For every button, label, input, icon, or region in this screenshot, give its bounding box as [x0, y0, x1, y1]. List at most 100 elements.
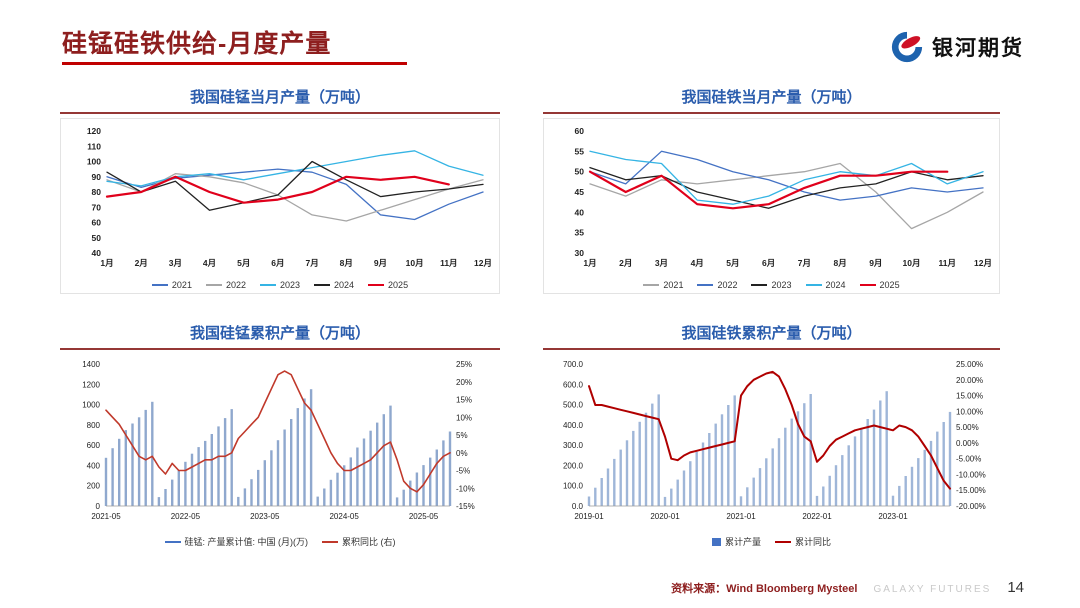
cumulative-bar	[290, 419, 293, 506]
svg-text:800: 800	[87, 421, 101, 430]
cumulative-bar	[790, 418, 793, 506]
cumulative-bar	[910, 466, 914, 506]
simn-monthly-chart: 120 110 100 90 80 70 60 50 40 1月 2月 3月 4月 5月 6月 7月 8月 9月 1…	[60, 118, 500, 294]
chart-legend: 2021 2022 2023 2024 2025	[544, 280, 999, 293]
svg-text:50: 50	[92, 233, 102, 243]
svg-text:200.0: 200.0	[563, 461, 584, 470]
cumulative-bar	[283, 429, 286, 506]
logo-text: 银河期货	[932, 37, 1024, 60]
legend-label: 2025	[879, 280, 900, 290]
svg-text:120: 120	[87, 126, 101, 136]
line-swatch-icon	[368, 284, 385, 286]
cumulative-bar	[765, 458, 768, 506]
galaxy-futures-logo-icon	[890, 30, 924, 64]
svg-text:2019-01: 2019-01	[574, 512, 604, 521]
svg-text:90: 90	[92, 172, 102, 182]
legend-item-累计产量: 累计产量	[711, 535, 761, 548]
svg-text:1200: 1200	[82, 380, 100, 389]
svg-text:2025-05: 2025-05	[409, 512, 439, 521]
legend-label: 硅锰: 产量累计值: 中国 (月)(万)	[184, 537, 309, 547]
svg-text:50: 50	[575, 167, 585, 177]
series-line-2022	[106, 173, 484, 222]
legend-item-2022: 2022	[205, 280, 246, 290]
legend-label: 2023	[771, 280, 792, 290]
svg-text:400.0: 400.0	[563, 421, 584, 430]
panel-rule	[60, 112, 500, 114]
legend-label: 2025	[388, 280, 409, 290]
svg-text:110: 110	[87, 141, 101, 151]
cumulative-bar	[197, 447, 200, 506]
svg-text:0: 0	[96, 502, 101, 511]
cumulative-bar	[316, 496, 319, 506]
cumulative-bar	[356, 447, 359, 506]
svg-text:15%: 15%	[456, 396, 472, 405]
cumulative-bar	[651, 403, 654, 506]
cumulative-bar	[237, 496, 240, 506]
svg-text:3月: 3月	[655, 258, 668, 268]
cumulative-bar	[758, 468, 762, 506]
bar-swatch-icon	[711, 537, 721, 546]
cumulative-bar	[613, 458, 616, 506]
svg-text:40: 40	[575, 207, 585, 217]
cumulative-bar	[223, 418, 227, 506]
sife-monthly-chart: 60 55 50 45 40 35 30 1月 2月 3月 4月 5月 6月 7月 8月 9月 10月 11月 12…	[543, 118, 1000, 294]
cumulative-bar	[891, 495, 895, 506]
svg-text:0.0: 0.0	[572, 502, 584, 511]
svg-text:5.00%: 5.00%	[956, 423, 979, 432]
cumulative-bar	[448, 431, 452, 506]
cumulative-bar	[708, 433, 711, 506]
svg-text:100: 100	[87, 157, 101, 167]
chart-legend: 累计产量 累计同比	[543, 535, 1000, 551]
svg-text:2024-05: 2024-05	[329, 512, 359, 521]
cumulative-bar	[606, 468, 610, 506]
svg-text:60: 60	[92, 218, 102, 228]
svg-text:2月: 2月	[619, 258, 632, 268]
svg-text:10月: 10月	[903, 258, 921, 268]
cumulative-bar	[349, 457, 352, 506]
yoy-line	[105, 370, 451, 493]
sife-cumulative-plot: 700.0 600.0 500.0 400.0 300.0 200.0 100.0 0.0 25…	[563, 360, 986, 521]
legend-item-2024: 2024	[805, 280, 846, 290]
series-line-2021	[589, 162, 984, 230]
cumulative-bar	[746, 487, 749, 506]
cumulative-bar	[847, 445, 850, 506]
svg-text:11月: 11月	[440, 258, 458, 268]
page-title: 硅锰硅铁供给-月度产量	[62, 30, 332, 58]
series-line-2023	[106, 150, 484, 187]
cumulative-bar	[689, 461, 692, 506]
svg-text:-5.00%: -5.00%	[956, 455, 981, 464]
series-line-2022	[589, 150, 984, 201]
cumulative-bar	[343, 465, 346, 506]
cumulative-bar	[587, 496, 591, 506]
svg-text:5%: 5%	[456, 431, 468, 440]
cumulative-bar	[632, 430, 635, 506]
cumulative-bar	[803, 403, 806, 506]
cumulative-bar	[131, 423, 134, 506]
svg-text:1000: 1000	[82, 401, 100, 410]
legend-label: 2022	[225, 280, 246, 290]
cumulative-bar	[809, 394, 812, 506]
cumulative-bar	[442, 440, 445, 506]
line-swatch-icon	[859, 284, 876, 286]
series-line-2025	[105, 175, 450, 204]
svg-text:4月: 4月	[203, 258, 216, 268]
cumulative-bar	[929, 440, 933, 506]
svg-text:5月: 5月	[237, 258, 250, 268]
svg-text:200: 200	[87, 482, 101, 491]
legend-label: 累计同比	[795, 537, 832, 547]
cumulative-bar	[727, 405, 730, 506]
cumulative-bar	[904, 476, 907, 506]
line-swatch-icon	[775, 540, 791, 543]
cumulative-bar	[885, 391, 888, 506]
panel-simn-cumulative: 我国硅锰累积产量（万吨） 1400 1200 1000 800 600 400 200 0 25…	[60, 322, 500, 551]
cumulative-bar	[190, 453, 194, 506]
svg-text:10月: 10月	[406, 258, 424, 268]
brand-label: GALAXY FUTURES	[873, 584, 992, 595]
cumulative-bar	[177, 470, 180, 506]
cumulative-bar	[137, 417, 141, 507]
svg-text:30: 30	[575, 248, 585, 258]
line-swatch-icon	[164, 540, 181, 543]
svg-text:35: 35	[575, 228, 585, 238]
cumulative-bar	[777, 438, 781, 506]
cumulative-bar	[866, 419, 869, 506]
